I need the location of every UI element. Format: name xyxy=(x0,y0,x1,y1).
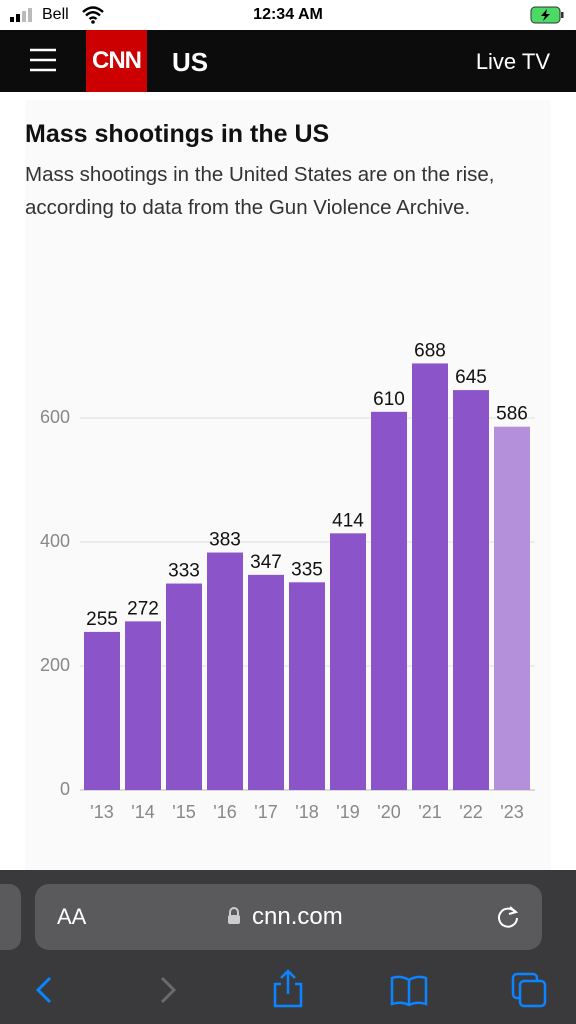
value-label: 688 xyxy=(414,340,446,361)
bar xyxy=(166,583,202,790)
wifi-icon xyxy=(82,6,104,24)
forward-button[interactable] xyxy=(160,976,177,1004)
cnn-logo[interactable]: CNN xyxy=(86,30,147,92)
bar xyxy=(84,631,120,790)
x-tick-label: '23 xyxy=(500,802,523,822)
value-label: 333 xyxy=(168,561,200,582)
x-tick-label: '14 xyxy=(131,802,154,822)
y-tick-label: 600 xyxy=(40,407,70,427)
value-label: 255 xyxy=(86,609,118,630)
live-tv-link[interactable]: Live TV xyxy=(475,49,550,74)
x-tick-label: '20 xyxy=(377,802,400,822)
tab-edge xyxy=(0,884,21,950)
bar xyxy=(330,533,366,790)
chart-title: Mass shootings in the US xyxy=(25,120,330,148)
value-label: 335 xyxy=(291,559,323,580)
nav-bar: CNN US Live TV xyxy=(0,30,576,92)
signal-icon xyxy=(10,8,32,22)
back-button[interactable] xyxy=(35,976,52,1004)
bar xyxy=(453,390,489,790)
lock-icon xyxy=(228,907,240,924)
bar xyxy=(412,363,448,790)
chart: 0 200 400 600 '13 255 '14 272 '15 333 '16 383 '17 347… xyxy=(40,340,535,822)
x-tick-label: '13 xyxy=(90,802,113,822)
x-tick-label: '16 xyxy=(213,802,236,822)
carrier: Bell xyxy=(42,6,69,23)
toolbar-icons xyxy=(35,969,547,1008)
value-label: 645 xyxy=(455,367,487,388)
menu-button[interactable] xyxy=(30,47,56,73)
reload-button[interactable] xyxy=(495,904,521,930)
bookmarks-button[interactable] xyxy=(390,975,428,1007)
value-label: 347 xyxy=(250,552,282,573)
chart-subtitle: Mass shootings in the United States are … xyxy=(25,163,495,219)
x-tick-label: '22 xyxy=(459,802,482,822)
y-tick-label: 0 xyxy=(60,779,70,799)
bar xyxy=(248,574,284,790)
status-bar: Bell 12:34 AM xyxy=(0,0,576,30)
x-tick-label: '15 xyxy=(172,802,195,822)
value-label: 414 xyxy=(332,510,364,531)
value-label: 586 xyxy=(496,404,528,425)
url: cnn.com xyxy=(252,903,343,930)
x-tick-label: '21 xyxy=(418,802,441,822)
value-label: 272 xyxy=(127,598,159,619)
clock: 12:34 AM xyxy=(253,6,323,23)
bar xyxy=(494,426,530,790)
tabs-button[interactable] xyxy=(511,972,547,1008)
value-label: 383 xyxy=(209,530,241,551)
x-tick-label: '17 xyxy=(254,802,277,822)
address-bar[interactable]: AA cnn.com xyxy=(35,884,542,950)
bar xyxy=(289,582,325,790)
x-tick-label: '19 xyxy=(336,802,359,822)
battery-icon xyxy=(530,6,564,24)
section-link[interactable]: US xyxy=(172,47,209,77)
bar xyxy=(371,411,407,790)
browser-toolbar: AA cnn.com xyxy=(0,870,576,1024)
y-tick-label: 200 xyxy=(40,655,70,675)
bar xyxy=(207,552,243,790)
y-tick-label: 400 xyxy=(40,531,70,551)
share-button[interactable] xyxy=(273,969,303,1008)
text-size-button[interactable]: AA xyxy=(57,904,87,929)
bar xyxy=(125,621,161,790)
x-tick-label: '18 xyxy=(295,802,318,822)
value-label: 610 xyxy=(373,389,405,410)
